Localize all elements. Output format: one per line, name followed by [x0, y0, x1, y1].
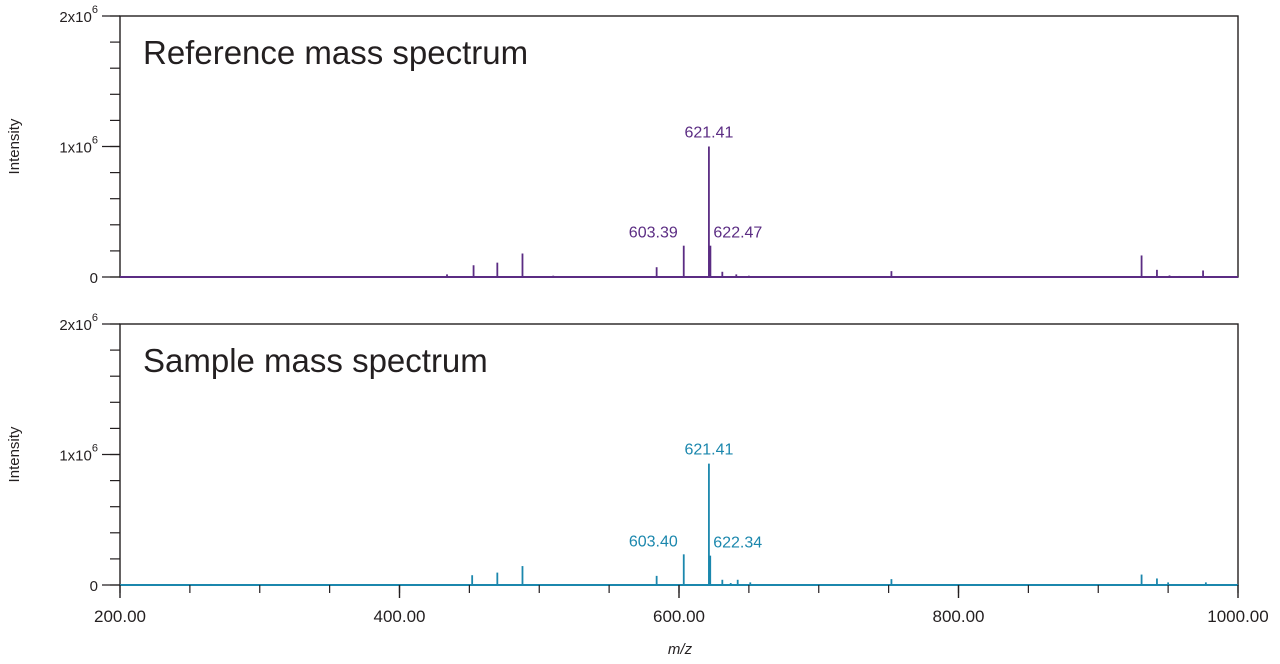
x-axis: 200.00 400.00 600.00 800.00 1000.00 [94, 585, 1269, 626]
panel-title: Reference mass spectrum [143, 34, 528, 71]
x-tick-label: 400.00 [374, 607, 426, 626]
peak-label: 603.40 [629, 533, 678, 550]
y-tick-exponent: 6 [92, 312, 98, 324]
sample-spectrum-panel: 0 1x106 2x106 Intensity Sample mass spectrum… [6, 312, 1239, 595]
panel-title: Sample mass spectrum [143, 342, 488, 379]
y-tick-label: 2x106 [59, 4, 98, 26]
y-tick-label: 2x106 [59, 312, 98, 334]
peak-label: 622.34 [713, 535, 762, 552]
y-tick-label: 1x106 [59, 443, 98, 465]
x-tick-label: 1000.00 [1207, 607, 1268, 626]
y-tick-exponent: 6 [92, 4, 98, 16]
y-tick-label: 0 [90, 270, 98, 287]
y-axis-title: Intensity [6, 118, 23, 174]
y-tick-exponent: 6 [92, 135, 98, 147]
reference-spectrum-panel: 0 1x106 2x106 Intensity Reference mass spect… [6, 4, 1239, 287]
peak-label: 621.41 [684, 125, 733, 142]
peak-label: 622.47 [713, 225, 762, 242]
y-tick-label: 0 [90, 578, 98, 595]
y-tick-exponent: 6 [92, 443, 98, 455]
x-tick-label: 600.00 [653, 607, 705, 626]
x-axis-title: m/z [668, 641, 693, 658]
peak-label: 603.39 [629, 225, 678, 242]
y-tick-label: 1x106 [59, 135, 98, 157]
y-axis-title: Intensity [6, 426, 23, 482]
x-tick-label: 800.00 [933, 607, 985, 626]
x-tick-label: 200.00 [94, 607, 146, 626]
peak-label: 621.41 [684, 442, 733, 459]
